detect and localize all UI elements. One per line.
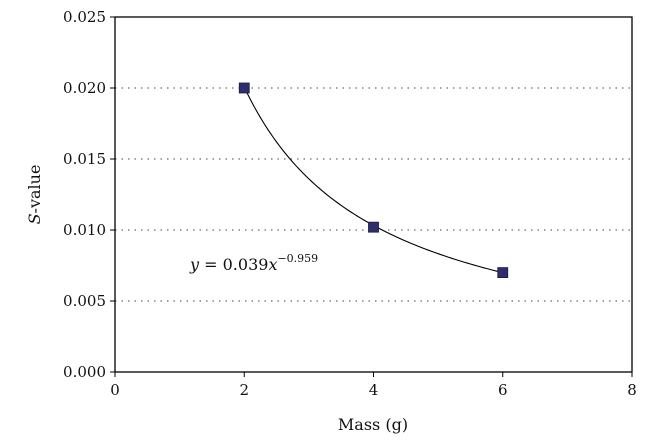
y-tick-label: 0.010 xyxy=(63,221,106,239)
y-axis-title-rest: -value xyxy=(25,165,44,214)
y-tick-labels: 0.000 0.005 0.010 0.015 0.020 0.025 xyxy=(63,8,106,381)
y-tick-label: 0.025 xyxy=(63,8,106,26)
y-tick-label: 0.020 xyxy=(63,79,106,97)
equation-coefficient: = 0.039 xyxy=(199,255,268,274)
data-points xyxy=(238,82,509,279)
equation-y: y xyxy=(189,255,200,274)
y-tick-label: 0.015 xyxy=(63,150,106,168)
x-tick-label: 4 xyxy=(369,381,379,399)
data-point-marker xyxy=(368,221,379,233)
y-axis-title-italic: S xyxy=(25,213,44,224)
y-tick-label: 0.000 xyxy=(63,363,106,381)
y-tick-label: 0.005 xyxy=(63,292,106,310)
axis-ticks xyxy=(110,16,633,377)
equation-x: x xyxy=(268,255,277,274)
x-tick-labels: 0 2 4 6 8 xyxy=(110,381,637,399)
trendline xyxy=(243,86,503,274)
data-point-marker xyxy=(497,267,509,279)
x-tick-label: 6 xyxy=(498,381,508,399)
y-axis-title: S-value xyxy=(25,165,44,225)
x-tick-label: 2 xyxy=(239,381,249,399)
plot-frame xyxy=(114,16,633,373)
x-tick-label: 0 xyxy=(110,381,120,399)
x-tick-label: 8 xyxy=(627,381,637,399)
x-axis-title: Mass (g) xyxy=(338,415,408,434)
equation-exponent: −0.959 xyxy=(277,252,318,265)
data-point-marker xyxy=(238,82,250,94)
trendline-equation: y = 0.039x−0.959 xyxy=(189,252,318,274)
